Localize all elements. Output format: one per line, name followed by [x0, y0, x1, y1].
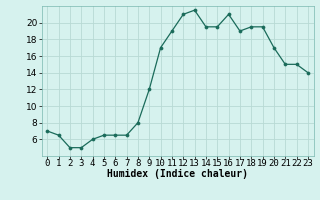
X-axis label: Humidex (Indice chaleur): Humidex (Indice chaleur)	[107, 169, 248, 179]
